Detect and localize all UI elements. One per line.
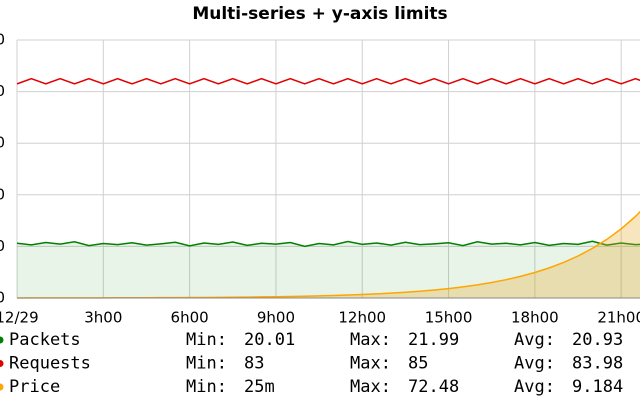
x-tick-label: 6h00 — [171, 309, 209, 327]
y-tick-label: 0 — [0, 289, 5, 307]
stat-value: 20.93 — [572, 330, 623, 350]
stat-label: Min: — [186, 354, 227, 374]
chart-title: Multi-series + y-axis limits — [192, 4, 447, 24]
x-tick-label: 15h00 — [425, 309, 473, 327]
stat-value: 72.48 — [408, 377, 459, 397]
stat-label: Max: — [350, 354, 391, 374]
stat-value: 83.98 — [572, 354, 623, 374]
stat-label: Min: — [186, 377, 227, 397]
stat-value: 20.01 — [244, 330, 295, 350]
y-tick-label: 80 — [0, 82, 5, 100]
stat-value: 21.99 — [408, 330, 459, 350]
x-tick-label: 18h00 — [511, 309, 559, 327]
series-line — [16, 77, 640, 85]
x-tick-label: 3h00 — [84, 309, 122, 327]
series-line — [16, 240, 640, 248]
y-tick-label: 100 — [0, 31, 5, 49]
stat-label: Max: — [350, 377, 391, 397]
x-tick-label: 9h00 — [257, 309, 295, 327]
stat-value: 85 — [408, 354, 428, 374]
stat-label: Min: — [186, 330, 227, 350]
y-tick-label: 40 — [0, 185, 5, 203]
x-tick-label: 12/29 — [0, 309, 39, 327]
legend-label: Price — [9, 377, 60, 397]
legend-label: Packets — [9, 330, 81, 350]
legend-label: Requests — [9, 354, 91, 374]
stat-value: 25m — [244, 377, 275, 397]
legend-marker — [0, 360, 4, 367]
series-area — [17, 211, 640, 298]
legend-marker — [0, 336, 4, 344]
y-tick-label: 60 — [0, 134, 5, 152]
stat-label: Avg: — [514, 330, 555, 350]
x-tick-label: 21h00 — [597, 309, 640, 327]
stat-label: Avg: — [514, 377, 555, 397]
stat-label: Avg: — [514, 354, 555, 374]
stat-value: 9.184 — [572, 377, 623, 397]
stat-label: Max: — [350, 330, 391, 350]
stat-value: 83 — [244, 354, 264, 374]
y-tick-label: 20 — [0, 237, 5, 255]
legend-marker — [0, 383, 4, 391]
x-tick-label: 12h00 — [338, 309, 386, 327]
